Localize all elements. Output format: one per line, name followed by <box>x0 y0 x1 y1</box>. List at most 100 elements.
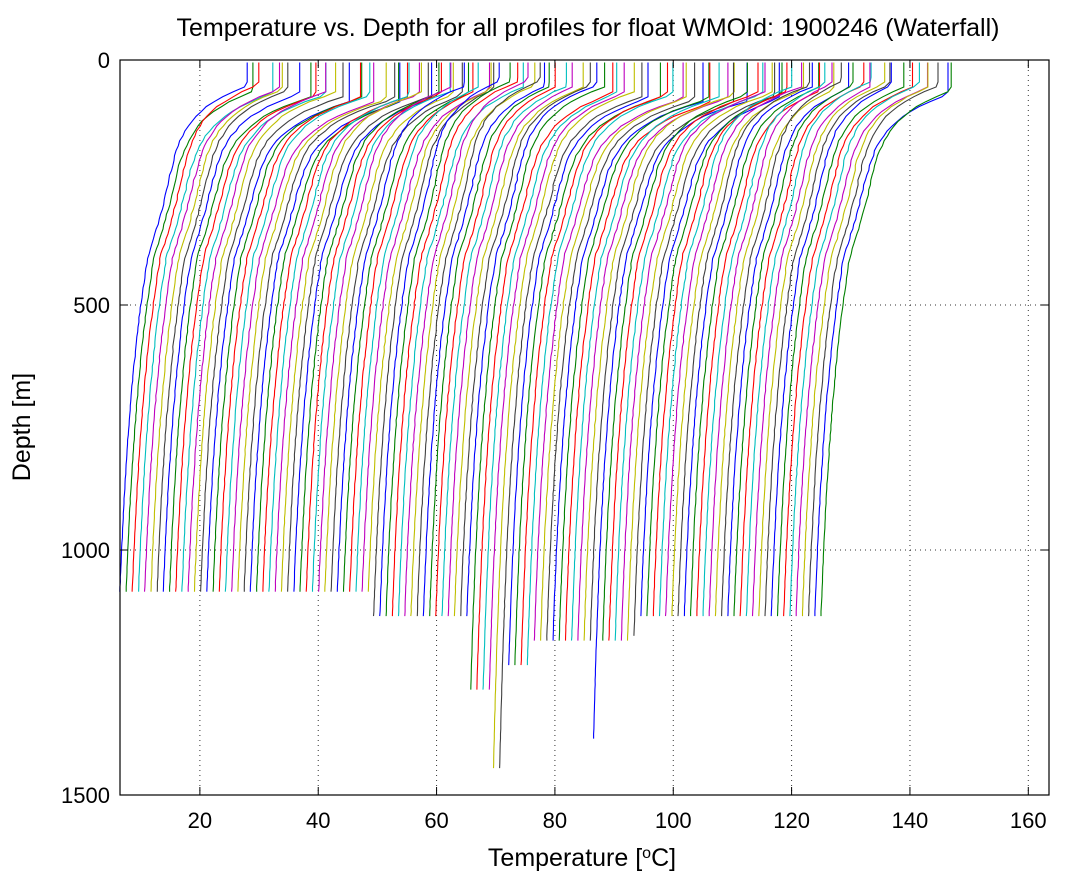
profile-line-108 <box>783 62 914 617</box>
profile-line-21 <box>243 62 396 592</box>
profile-line-26 <box>274 62 420 592</box>
profile-line-24 <box>262 62 409 592</box>
profile-line-14 <box>200 62 344 592</box>
profile-line-101 <box>739 62 865 617</box>
profile-line-83 <box>626 62 773 641</box>
profile-line-74 <box>570 62 720 641</box>
profile-line-76 <box>583 62 735 641</box>
profile-line-25 <box>268 62 410 592</box>
profile-line-82 <box>620 62 766 641</box>
profile-line-28 <box>287 62 429 592</box>
profile-line-41 <box>367 62 492 592</box>
x-tick-label-0: 20 <box>188 808 212 833</box>
profile-line-42 <box>372 62 495 617</box>
profile-line-61 <box>488 62 625 690</box>
profile-line-18 <box>224 62 371 592</box>
profile-line-104 <box>758 62 886 617</box>
x-axis-label-superscript: o <box>642 845 651 862</box>
profile-line-4 <box>138 62 274 592</box>
profile-line-75 <box>577 62 729 641</box>
profile-line-44 <box>385 62 511 617</box>
profile-line-9 <box>169 62 312 592</box>
profile-line-2 <box>125 62 254 592</box>
x-axis-label-end: C] <box>651 844 676 872</box>
profile-line-8 <box>162 62 301 592</box>
profile-line-1 <box>119 62 248 592</box>
profile-line-38 <box>349 62 474 592</box>
profile-line-53 <box>441 62 567 617</box>
y-tick-label-0: 0 <box>98 48 110 73</box>
profile-line-15 <box>206 62 350 592</box>
profile-line-72 <box>558 62 710 641</box>
profile-line-48 <box>410 62 536 617</box>
profile-line-92 <box>683 62 813 617</box>
profile-line-80 <box>608 62 759 641</box>
profile-line-111 <box>801 62 929 617</box>
profile-line-86 <box>646 62 783 617</box>
profile-line-102 <box>745 62 872 617</box>
profile-line-103 <box>751 62 871 617</box>
profile-line-84 <box>633 62 776 636</box>
x-axis-label-main: Temperature [ <box>488 844 642 872</box>
profile-line-32 <box>311 62 452 592</box>
profile-line-87 <box>652 62 788 617</box>
profile-line-63 <box>499 62 643 769</box>
profile-line-36 <box>336 62 465 592</box>
profile-line-11 <box>181 62 327 592</box>
profile-line-52 <box>435 62 556 617</box>
profile-line-114 <box>820 62 952 617</box>
profile-line-60 <box>482 62 618 690</box>
profile-line-91 <box>677 62 811 617</box>
profile-line-51 <box>429 62 550 617</box>
profile-line-37 <box>342 62 470 592</box>
profile-line-31 <box>305 62 442 592</box>
profile-line-16 <box>212 62 363 592</box>
y-tick-label-3: 1500 <box>61 783 110 808</box>
x-axis-label: Temperature [oC] <box>488 844 676 872</box>
profile-line-40 <box>361 62 491 592</box>
profile-line-13 <box>193 62 337 592</box>
profile-line-93 <box>690 62 820 617</box>
profile-line-17 <box>218 62 362 592</box>
profile-line-20 <box>237 62 387 592</box>
x-tick-label-6: 140 <box>892 808 929 833</box>
profile-line-89 <box>664 62 803 617</box>
y-axis-label: Depth [m] <box>8 373 36 481</box>
profile-line-22 <box>249 62 401 592</box>
y-tick-label-1: 500 <box>73 293 110 318</box>
profile-line-95 <box>702 62 826 617</box>
profile-line-85 <box>640 62 780 617</box>
profile-line-55 <box>453 62 584 617</box>
profile-line-109 <box>789 62 920 617</box>
profile-line-79 <box>602 62 748 641</box>
chart-title: Temperature vs. Depth for all profiles f… <box>176 14 999 42</box>
profile-line-30 <box>299 62 440 592</box>
profile-line-7 <box>156 62 289 592</box>
profile-line-106 <box>770 62 892 617</box>
profile-line-33 <box>318 62 452 592</box>
profile-line-105 <box>764 62 891 617</box>
profile-line-110 <box>795 62 929 617</box>
profile-line-59 <box>476 62 614 690</box>
profile-line-57 <box>466 62 598 617</box>
profile-line-39 <box>355 62 479 592</box>
profile-line-88 <box>658 62 793 617</box>
profile-line-90 <box>671 62 805 617</box>
profile-line-5 <box>143 62 281 592</box>
x-tick-label-4: 100 <box>655 808 692 833</box>
profile-line-10 <box>175 62 317 592</box>
profile-line-98 <box>721 62 842 617</box>
axis-ticks: 20 40 60 80 100 120 140 160 0 500 1000 1500 <box>61 48 1049 833</box>
profile-line-62 <box>492 62 635 769</box>
profile-line-50 <box>422 62 546 617</box>
profile-line-66 <box>520 62 669 666</box>
profile-line-70 <box>546 62 696 641</box>
profile-line-97 <box>714 62 835 617</box>
x-tick-label-1: 40 <box>306 808 330 833</box>
y-tick-label-2: 1000 <box>61 538 110 563</box>
plot-frame <box>119 59 1050 796</box>
profile-line-43 <box>379 62 500 617</box>
profile-line-73 <box>564 62 711 641</box>
profile-line-58 <box>470 62 606 690</box>
profile-line-77 <box>589 62 735 641</box>
